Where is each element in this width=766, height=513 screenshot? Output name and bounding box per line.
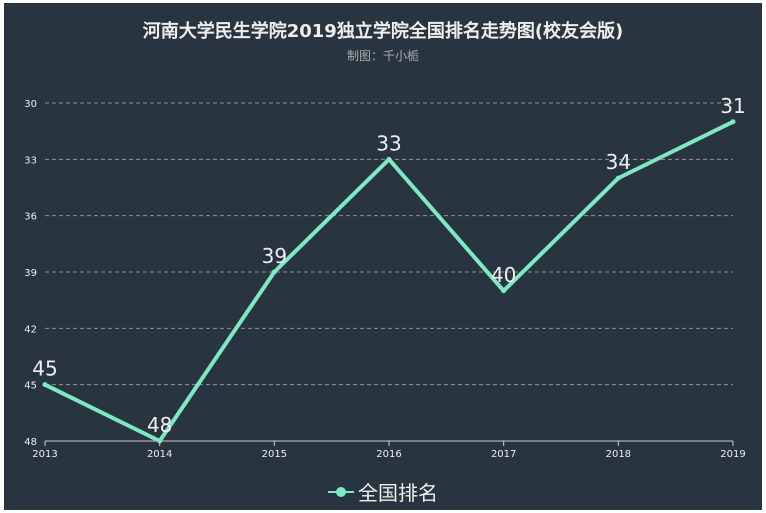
y-tick-label: 33 — [24, 155, 37, 166]
x-tick-label: 2013 — [32, 449, 57, 460]
y-tick-label: 42 — [24, 324, 37, 335]
y-tick-label: 39 — [24, 268, 37, 279]
data-point — [271, 269, 277, 275]
legend-label: 全国排名 — [358, 481, 438, 505]
legend-marker-icon — [328, 485, 354, 499]
x-tick-label: 2016 — [376, 449, 401, 460]
data-point — [730, 119, 736, 125]
data-point — [386, 156, 392, 162]
x-tick-label: 2019 — [720, 449, 745, 460]
chart-container: 河南大学民生学院2019独立学院全国排名走势图(校友会版) 制图：千小栀 30 3… — [4, 3, 762, 510]
data-point — [42, 382, 48, 388]
y-tick-label: 48 — [24, 437, 37, 448]
legend-item-series[interactable]: 全国排名 — [328, 477, 438, 506]
y-tick-label: 45 — [24, 381, 37, 392]
data-point — [501, 288, 507, 294]
data-label: 48 — [147, 413, 172, 437]
x-tick-label: 2014 — [147, 449, 172, 460]
data-point — [615, 175, 621, 181]
y-tick-label: 30 — [24, 99, 37, 110]
data-point — [157, 438, 163, 444]
data-label: 31 — [720, 94, 745, 118]
data-label: 33 — [376, 131, 401, 155]
y-tick-label: 36 — [24, 212, 37, 223]
data-label: 45 — [32, 357, 57, 381]
data-label: 34 — [606, 150, 631, 174]
legend: 全国排名 — [4, 477, 762, 506]
x-tick-label: 2015 — [262, 449, 287, 460]
data-label: 40 — [491, 263, 516, 287]
data-label: 39 — [262, 244, 287, 268]
chart-title: 河南大学民生学院2019独立学院全国排名走势图(校友会版) — [142, 21, 624, 42]
chart-subtitle: 制图：千小栀 — [346, 49, 419, 63]
x-tick-label: 2018 — [606, 449, 631, 460]
x-tick-label: 2017 — [491, 449, 516, 460]
